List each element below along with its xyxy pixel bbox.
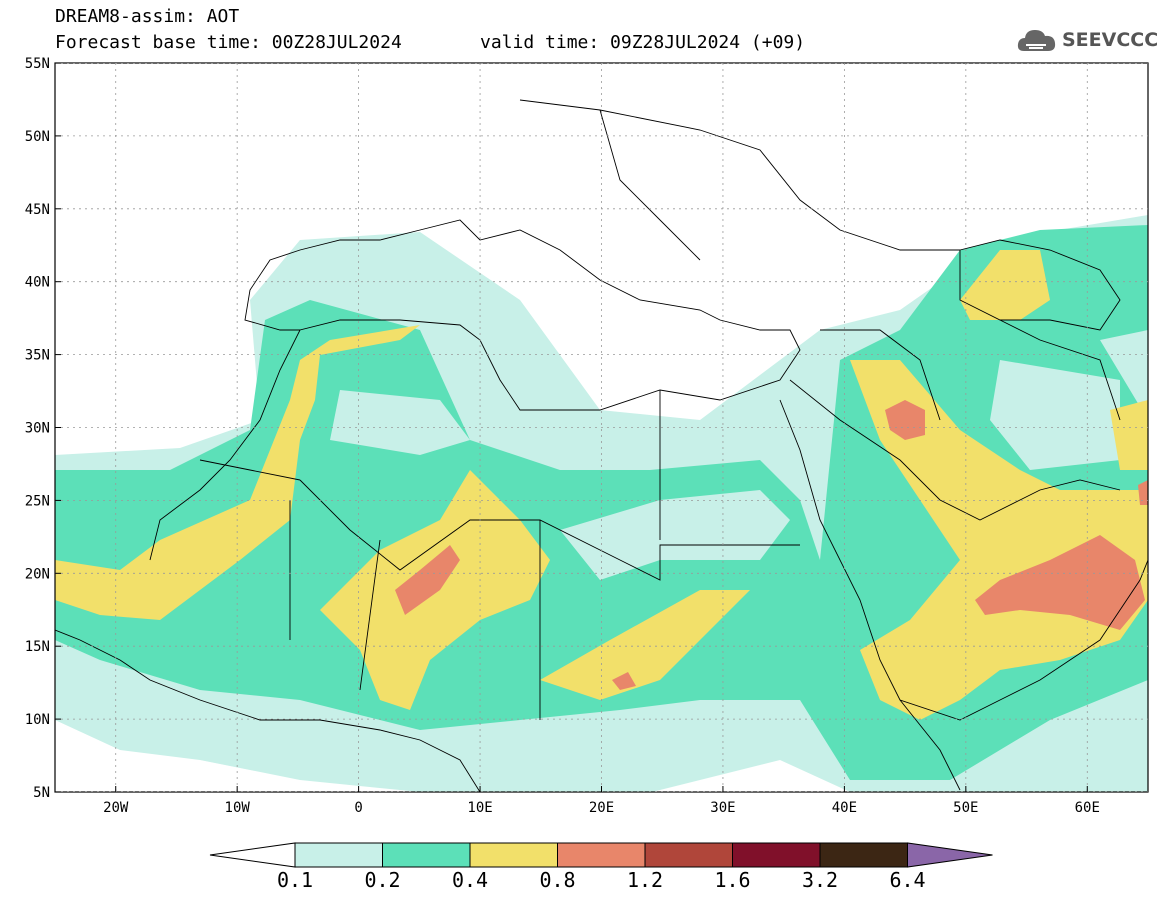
- colorbar-swatch: [294, 842, 383, 868]
- colorbar-swatch: [819, 842, 908, 868]
- aot-band-0-4: [960, 250, 1050, 320]
- lat-tick-label: 10N: [25, 712, 50, 728]
- colorbar: 0.1 0.2 0.4 0.8 1.2 1.6 3.2 6.4: [209, 842, 993, 892]
- lon-tick-label: 50E: [953, 800, 978, 816]
- colorbar-label: 0.4: [452, 868, 488, 892]
- graticule: [55, 63, 1148, 792]
- colorbar-label: 6.4: [889, 868, 925, 892]
- aot-band-0-8: [612, 672, 636, 690]
- seevccc-logo: SEEVCCC: [1016, 22, 1158, 58]
- aot-patch-0-1: [330, 390, 470, 455]
- colorbar-label: 0.1: [277, 868, 313, 892]
- coastlines-borders: [55, 99, 1148, 792]
- lat-tick-label: 50N: [25, 129, 50, 145]
- aot-band-0-4: [540, 590, 750, 700]
- colorbar-swatch: [732, 842, 821, 868]
- lon-tick-label: 20E: [589, 800, 614, 816]
- aot-band-0-8: [1138, 480, 1148, 505]
- aot-band-0-4: [850, 360, 1148, 720]
- colorbar-label: 0.8: [539, 868, 575, 892]
- colorbar-swatch: [469, 842, 558, 868]
- lon-tick-label: 40E: [832, 800, 857, 816]
- colorbar-swatch: [557, 842, 646, 868]
- lat-tick-label: 30N: [25, 421, 50, 437]
- colorbar-swatch: [382, 842, 471, 868]
- aot-band-0-8: [395, 545, 460, 615]
- lon-tick-label: 0: [354, 800, 362, 816]
- lat-tick-label: 45N: [25, 202, 50, 218]
- valid-time: valid time: 09Z28JUL2024 (+09): [480, 32, 806, 53]
- lon-tick-label: 20W: [103, 800, 129, 816]
- colorbar-swatch: [644, 842, 733, 868]
- map-title: DREAM8-assim: AOT: [55, 6, 240, 27]
- lat-tick-label: 25N: [25, 493, 50, 509]
- lat-tick-label: 5N: [33, 785, 50, 801]
- cloud-icon: [1017, 30, 1056, 51]
- colorbar-label: 3.2: [802, 868, 838, 892]
- colorbar-label: 1.6: [714, 868, 750, 892]
- colorbar-label: 1.2: [627, 868, 663, 892]
- lat-tick-label: 40N: [25, 275, 50, 291]
- lon-tick-label: 10E: [467, 800, 492, 816]
- lon-tick-label: 60E: [1075, 800, 1100, 816]
- axis-labels: 55N 50N 45N 40N 35N 30N 25N 20N 15N 10N 5N 20W 10W 0 1…: [25, 56, 1100, 816]
- aot-patch-0-1: [560, 490, 790, 580]
- logo-text: SEEVCCC: [1062, 29, 1159, 51]
- aot-band-0-8: [885, 400, 925, 440]
- aot-band-0-8: [975, 535, 1145, 630]
- lon-tick-label: 30E: [710, 800, 735, 816]
- colorbar-under-arrow: [209, 842, 296, 868]
- lon-tick-label: 10W: [225, 800, 251, 816]
- forecast-base-time: Forecast base time: 00Z28JUL2024: [55, 32, 402, 53]
- lat-tick-label: 15N: [25, 639, 50, 655]
- lat-tick-label: 35N: [25, 348, 50, 364]
- colorbar-label: 0.2: [364, 868, 400, 892]
- lat-tick-label: 55N: [25, 56, 50, 72]
- colorbar-over-arrow: [907, 842, 993, 868]
- lat-tick-label: 20N: [25, 566, 50, 582]
